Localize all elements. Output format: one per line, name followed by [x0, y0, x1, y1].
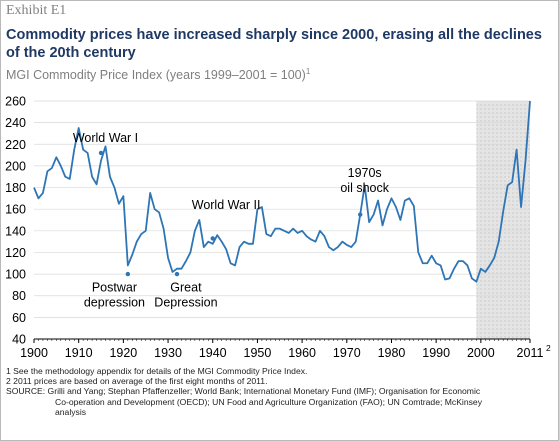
y-tick-label: 160: [5, 203, 26, 217]
subtitle-footnote-marker: 1: [305, 67, 311, 76]
x-tick-label: 1930: [154, 346, 182, 360]
annotation-label: World War II: [192, 198, 261, 212]
footnote-2: 2 2011 prices are based on average of th…: [6, 376, 268, 387]
series-layer: [33, 100, 531, 283]
x-tick-label: 1920: [109, 346, 137, 360]
subtitle-text: MGI Commodity Price Index (years 1999–20…: [6, 68, 306, 83]
chart-subtitle: MGI Commodity Price Index (years 1999–20…: [6, 67, 310, 82]
annotation-label: World War I: [73, 131, 138, 145]
footnote-1: 1 See the methodology appendix for detai…: [6, 366, 308, 376]
y-tick-label: 140: [5, 224, 26, 238]
x-tick-label: 1960: [288, 346, 316, 360]
x-tick-label: 1970: [333, 346, 361, 360]
exhibit-label: Exhibit E1: [6, 3, 67, 18]
series-line: [33, 100, 531, 283]
x-tick-label: 2011: [517, 346, 544, 360]
source-line-1: SOURCE: Grilli and Yang; Stephan Pfaffen…: [6, 386, 481, 397]
y-tick-label: 200: [5, 159, 26, 173]
footnotes: 1 See the methodology appendix for detai…: [6, 366, 554, 417]
grid-layer: [34, 100, 530, 340]
x-tick-label: 1990: [422, 346, 450, 360]
y-tick-label: 260: [5, 95, 26, 109]
y-tick-label: 40: [12, 333, 26, 347]
y-tick-label: 180: [5, 181, 26, 195]
y-tick-label: 220: [5, 138, 26, 152]
x-tick-label: 1910: [65, 346, 93, 360]
y-tick-label: 60: [12, 311, 26, 325]
axis-layer: 40 60 80 100 120 140 160 180 200 220 240 260 1900 191…: [5, 95, 551, 361]
y-tick-label: 240: [5, 116, 26, 130]
y-tick-label: 120: [5, 246, 26, 260]
x-tick-label: 1940: [199, 346, 227, 360]
chart-title: Commodity prices have increased sharply …: [6, 27, 542, 61]
x-tick-label: 2000: [467, 346, 495, 360]
annotation-label: oil shock: [340, 181, 389, 195]
y-tick-label: 100: [5, 268, 26, 282]
shaded-region: [476, 101, 530, 339]
y-tick-label: 80: [12, 289, 26, 303]
annotation-label: 1970s: [348, 166, 382, 180]
annotation-marker: [125, 271, 131, 277]
shaded-region-layer: [476, 101, 530, 339]
source-line-3: analysis: [55, 406, 87, 417]
x-tick-label: 1950: [244, 346, 272, 360]
annotation-label: depression: [84, 295, 145, 309]
annotation-label: Postwar: [92, 280, 137, 294]
source-line-2: Co-operation and Development (OECD); UN …: [55, 396, 482, 407]
annotation-label: Great: [170, 280, 202, 294]
annotation-marker: [98, 150, 104, 156]
x-tick-label: 1980: [378, 346, 406, 360]
x-tick-label: 1900: [20, 346, 48, 360]
annotation-label: Depression: [154, 295, 217, 309]
annotation-marker: [357, 212, 363, 217]
annotation-marker: [210, 236, 215, 241]
annotation-marker: [174, 271, 180, 277]
x-tick-footnote-marker: 2: [546, 343, 551, 353]
